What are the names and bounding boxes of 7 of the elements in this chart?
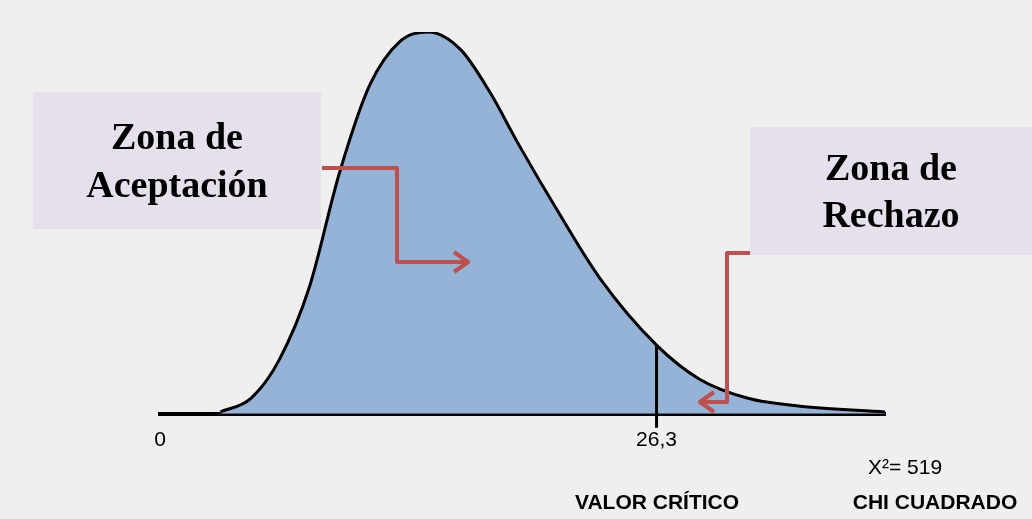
annotation: Zona de Rechazo [821,144,961,237]
text: CHI CUADRADO [852,490,1018,514]
x-tick-label: 0 [154,427,166,451]
annotation: Zona de Aceptación [85,114,269,207]
text: VALOR CRÍTICO [574,490,740,514]
text: X²= 519 [867,455,943,479]
x-tick-label: 26,3 [636,427,677,451]
